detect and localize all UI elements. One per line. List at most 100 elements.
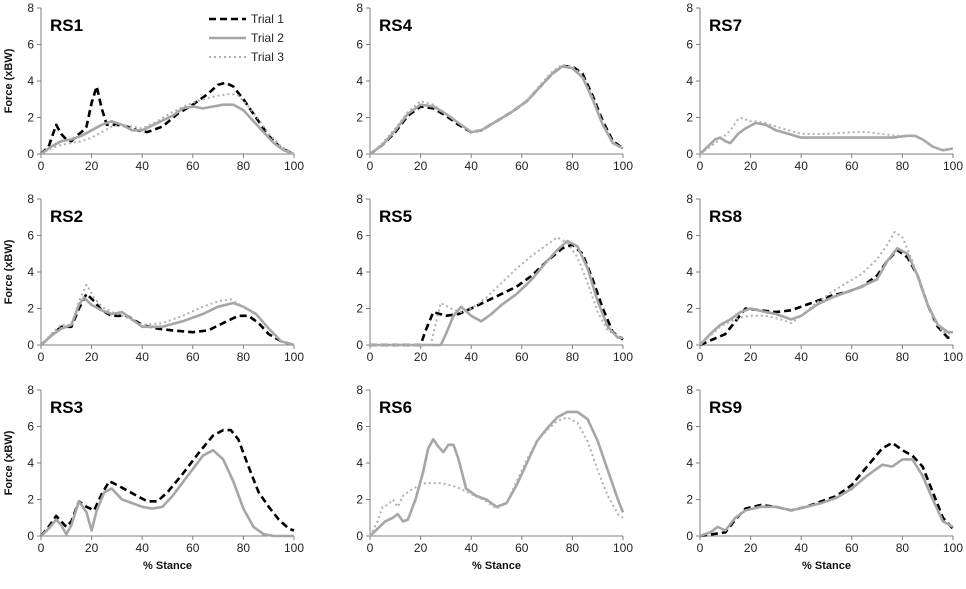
x-tick-label: 0 — [38, 541, 45, 555]
x-tick-label: 40 — [465, 541, 479, 555]
legend-label: Trial 2 — [251, 31, 284, 45]
y-tick-label: 2 — [686, 302, 693, 316]
x-tick-label: 60 — [845, 541, 859, 555]
series-line-trial-3 — [370, 236, 624, 346]
y-tick-label: 2 — [686, 111, 693, 125]
x-tick-label: 100 — [943, 541, 963, 555]
y-tick-label: 0 — [356, 147, 363, 161]
panel-title: RS7 — [709, 16, 742, 35]
panel-title: RS2 — [50, 207, 83, 226]
x-axis-label: % Stance — [802, 560, 851, 572]
x-tick-label: 20 — [414, 159, 428, 173]
legend-label: Trial 3 — [251, 50, 284, 64]
series-line-trial-3 — [699, 230, 954, 346]
y-axis-label: Force (xBW) — [3, 430, 15, 495]
y-tick-label: 0 — [356, 338, 363, 352]
x-tick-label: 20 — [414, 541, 428, 555]
x-tick-label: 80 — [237, 159, 251, 173]
x-tick-label: 80 — [896, 541, 910, 555]
series-line-trial-2 — [699, 121, 954, 155]
x-tick-label: 100 — [613, 541, 633, 555]
y-tick-label: 8 — [356, 383, 363, 397]
y-tick-label: 6 — [27, 420, 34, 434]
x-tick-label: 60 — [845, 350, 859, 364]
y-tick-label: 4 — [686, 456, 693, 470]
series-line-trial-1 — [40, 428, 295, 537]
y-tick-label: 6 — [27, 38, 34, 52]
panel-title: RS4 — [379, 16, 413, 35]
series-line-trial-3 — [40, 92, 295, 155]
x-tick-label: 20 — [414, 350, 428, 364]
x-tick-label: 60 — [186, 541, 200, 555]
x-tick-label: 40 — [465, 159, 479, 173]
series-line-trial-3 — [40, 283, 295, 346]
series-line-trial-2 — [40, 448, 294, 538]
y-tick-label: 4 — [356, 456, 363, 470]
y-tick-label: 4 — [356, 265, 363, 279]
panel-title: RS9 — [709, 398, 742, 417]
y-tick-label: 2 — [356, 302, 363, 316]
y-tick-label: 6 — [686, 420, 693, 434]
y-tick-label: 8 — [356, 1, 363, 15]
x-axis-label: % Stance — [143, 560, 192, 572]
y-tick-label: 6 — [27, 229, 34, 243]
y-tick-label: 0 — [686, 338, 693, 352]
x-tick-label: 0 — [38, 159, 45, 173]
x-tick-label: 40 — [136, 350, 150, 364]
y-tick-label: 2 — [686, 493, 693, 507]
legend-label: Trial 1 — [251, 12, 284, 26]
y-tick-label: 4 — [27, 74, 34, 88]
y-tick-label: 8 — [27, 1, 34, 15]
y-tick-label: 6 — [356, 229, 363, 243]
series-line-trial-2 — [699, 458, 954, 538]
x-axis-label: % Stance — [472, 560, 521, 572]
x-tick-label: 100 — [284, 350, 304, 364]
y-tick-label: 8 — [686, 1, 693, 15]
x-tick-label: 20 — [744, 350, 758, 364]
x-tick-label: 0 — [697, 350, 704, 364]
series-line-trial-2 — [40, 103, 295, 156]
x-tick-label: 0 — [697, 159, 704, 173]
x-tick-label: 40 — [136, 541, 150, 555]
y-tick-label: 6 — [686, 38, 693, 52]
series-line-trial-3 — [699, 116, 954, 155]
x-tick-label: 60 — [186, 350, 200, 364]
panel-title: RS8 — [709, 207, 742, 226]
y-axis-label: Force (xBW) — [3, 239, 15, 304]
y-tick-label: 4 — [356, 74, 363, 88]
legend: Trial 1 Trial 2 Trial 3 — [209, 12, 284, 64]
x-tick-label: 0 — [367, 350, 374, 364]
series-line-trial-1 — [370, 243, 624, 347]
y-tick-label: 6 — [686, 229, 693, 243]
y-tick-label: 2 — [27, 493, 34, 507]
x-tick-label: 100 — [943, 350, 963, 364]
x-tick-label: 80 — [566, 159, 580, 173]
y-tick-label: 4 — [686, 265, 693, 279]
y-tick-label: 8 — [27, 383, 34, 397]
panel-title: RS1 — [50, 16, 83, 35]
y-tick-label: 0 — [27, 338, 34, 352]
x-tick-label: 60 — [845, 159, 859, 173]
y-tick-label: 0 — [686, 529, 693, 543]
y-tick-label: 8 — [686, 383, 693, 397]
x-tick-label: 20 — [85, 350, 99, 364]
y-tick-label: 4 — [27, 456, 34, 470]
y-tick-label: 8 — [356, 192, 363, 206]
y-tick-label: 2 — [27, 302, 34, 316]
y-axis-label: Force (xBW) — [3, 48, 15, 113]
series-line-trial-3 — [369, 63, 624, 155]
x-tick-label: 20 — [744, 159, 758, 173]
series-line-trial-2 — [699, 247, 953, 346]
x-tick-label: 80 — [896, 350, 910, 364]
series-line-trial-1 — [40, 292, 295, 347]
x-tick-label: 60 — [515, 159, 529, 173]
y-tick-label: 2 — [356, 493, 363, 507]
